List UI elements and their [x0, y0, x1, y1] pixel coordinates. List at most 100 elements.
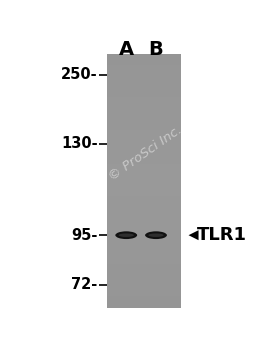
Bar	[108, 206, 181, 209]
Bar	[108, 75, 181, 78]
Bar	[108, 187, 181, 190]
Bar	[108, 230, 181, 232]
Bar	[108, 295, 181, 298]
Bar	[108, 192, 181, 194]
Bar	[108, 232, 181, 234]
Bar	[108, 225, 181, 228]
Bar	[108, 276, 181, 279]
Bar	[108, 132, 181, 135]
Text: 250-: 250-	[61, 67, 98, 82]
Ellipse shape	[145, 231, 167, 239]
Bar	[108, 143, 181, 145]
Bar	[108, 190, 181, 192]
Text: 72-: 72-	[71, 278, 98, 293]
Bar	[108, 264, 181, 266]
Bar	[108, 213, 181, 215]
Bar	[108, 130, 181, 132]
Bar	[108, 128, 181, 130]
Bar	[108, 241, 181, 243]
Bar	[108, 244, 181, 247]
Bar	[108, 257, 181, 260]
Bar	[108, 101, 181, 103]
Bar	[108, 236, 181, 238]
Bar	[108, 249, 181, 251]
Bar	[108, 285, 181, 287]
Bar	[108, 223, 181, 226]
Bar	[108, 171, 181, 173]
Bar	[108, 200, 181, 202]
Bar	[108, 274, 181, 277]
Bar	[108, 238, 181, 241]
Bar	[108, 291, 181, 294]
Bar	[108, 204, 181, 207]
Bar	[108, 103, 181, 105]
Bar	[108, 149, 181, 151]
Bar	[108, 98, 181, 101]
Bar	[108, 79, 181, 82]
Bar	[108, 155, 181, 158]
Bar	[108, 109, 181, 111]
Ellipse shape	[148, 233, 164, 237]
Bar	[108, 65, 181, 67]
Bar	[108, 181, 181, 183]
Bar	[108, 287, 181, 289]
Bar	[108, 283, 181, 285]
Bar	[108, 111, 181, 113]
Bar	[108, 183, 181, 186]
Bar	[108, 247, 181, 249]
Bar	[108, 202, 181, 205]
Bar	[108, 209, 181, 211]
Text: TLR1: TLR1	[197, 226, 247, 244]
Bar	[108, 272, 181, 275]
Bar	[108, 166, 181, 169]
Bar	[108, 153, 181, 156]
Bar	[108, 304, 181, 306]
Bar	[108, 253, 181, 256]
Text: A: A	[119, 41, 134, 60]
Bar	[108, 293, 181, 296]
Bar	[108, 185, 181, 188]
Ellipse shape	[119, 233, 134, 237]
Bar	[108, 168, 181, 171]
Bar	[108, 115, 181, 118]
Bar	[108, 122, 181, 124]
Bar	[108, 255, 181, 258]
Bar	[108, 302, 181, 304]
Bar	[108, 198, 181, 200]
Bar	[108, 242, 181, 245]
Bar	[108, 145, 181, 148]
Bar	[108, 84, 181, 86]
Bar	[108, 306, 181, 308]
Bar	[108, 228, 181, 230]
Bar	[108, 158, 181, 160]
Bar	[108, 147, 181, 149]
Text: 95-: 95-	[71, 228, 98, 243]
Bar	[108, 162, 181, 164]
Bar	[108, 262, 181, 264]
Bar	[108, 260, 181, 262]
Bar	[108, 81, 181, 84]
Bar	[108, 175, 181, 177]
Bar	[108, 177, 181, 179]
Bar	[108, 88, 181, 90]
Text: B: B	[149, 41, 163, 60]
Bar	[108, 234, 181, 236]
Bar	[108, 215, 181, 217]
Bar	[108, 92, 181, 94]
Bar	[108, 151, 181, 154]
Bar	[108, 54, 181, 56]
Bar	[108, 62, 181, 65]
Bar	[108, 251, 181, 253]
Bar	[108, 219, 181, 222]
Bar	[108, 107, 181, 109]
Bar	[108, 105, 181, 107]
Bar	[108, 281, 181, 283]
Bar	[108, 160, 181, 162]
Text: 130-: 130-	[61, 136, 98, 151]
Text: © ProSci Inc.: © ProSci Inc.	[106, 123, 184, 184]
Bar	[108, 77, 181, 80]
Bar	[108, 113, 181, 116]
Bar	[108, 134, 181, 137]
Bar	[108, 136, 181, 139]
Bar	[108, 120, 181, 122]
